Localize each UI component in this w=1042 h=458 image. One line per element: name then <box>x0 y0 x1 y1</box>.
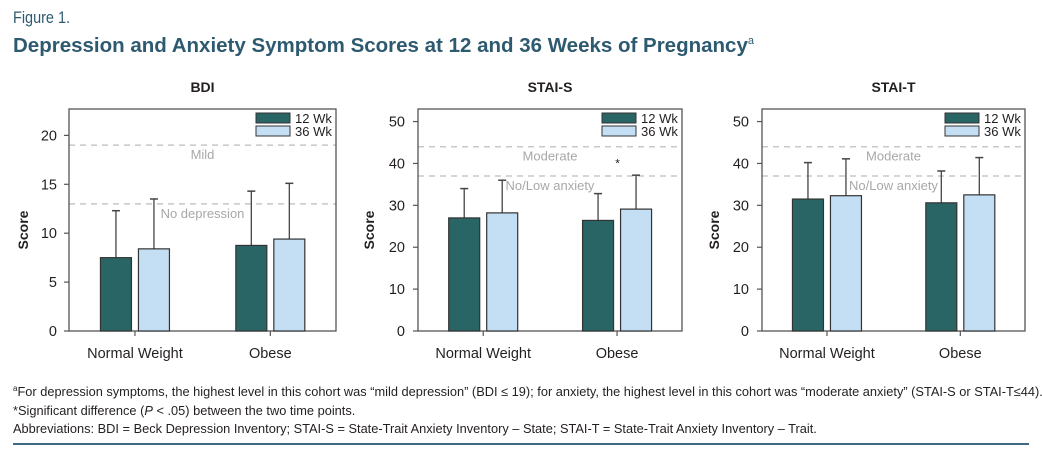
plot-frame <box>761 108 1026 332</box>
footnote-significance-prefix: *Significant difference ( <box>13 402 145 418</box>
footnote-significance: *Significant difference (P < .05) betwee… <box>13 402 1033 421</box>
figure-title: Depression and Anxiety Symptom Scores at… <box>13 34 754 58</box>
legend-swatch <box>601 112 637 124</box>
y-axis-title: Score <box>706 210 722 249</box>
legend-label: 36 Wk <box>641 124 678 139</box>
y-axis-title: Score <box>361 210 377 249</box>
y-tick-label: 5 <box>49 275 57 291</box>
bar-12wk-obese <box>925 202 958 332</box>
figure-title-text: Depression and Anxiety Symptom Scores at… <box>13 34 748 57</box>
bar-12wk-normal-weight <box>448 217 481 332</box>
plot-frame <box>417 108 683 332</box>
y-tick-label: 30 <box>389 198 405 214</box>
legend-label: 36 Wk <box>295 124 332 139</box>
figure-title-footnote-marker: a <box>747 35 754 47</box>
reference-line-label: Mild <box>191 147 215 162</box>
y-tick-label: 15 <box>41 177 57 193</box>
reference-line-label: No depression <box>161 206 245 221</box>
y-tick-label: 0 <box>741 324 749 340</box>
y-tick-label: 40 <box>733 156 749 172</box>
footnote-a-marker: a <box>13 384 18 393</box>
chart-bdi: BDI Mild No depression 0 5 10 15 20 Score Normal … <box>15 79 337 362</box>
bar-36wk-normal-weight <box>486 212 519 332</box>
y-tick-label: 30 <box>733 198 749 214</box>
y-tick-label: 50 <box>389 115 405 131</box>
y-tick-label: 40 <box>389 156 405 172</box>
y-tick-label: 10 <box>389 282 405 298</box>
x-category-label: Obese <box>939 346 982 362</box>
legend-swatch <box>944 112 980 124</box>
x-category-label: Normal Weight <box>87 346 183 362</box>
bar-36wk-obese <box>963 194 996 332</box>
bar-36wk-obese <box>619 208 653 332</box>
chart-stai-s: STAI-S Moderate No/Low anxiety 0 10 20 30 40 50 S… <box>361 79 683 362</box>
figure-label: Figure 1. <box>13 8 71 27</box>
footnote-significance-suffix: < .05) between the two time points. <box>152 402 356 418</box>
y-tick-label: 20 <box>733 240 749 256</box>
reference-line-label: No/Low anxiety <box>506 178 595 193</box>
footnote-significance-p: P <box>144 402 153 418</box>
legend-label: 12 Wk <box>295 111 332 126</box>
bar-36wk-normal-weight <box>829 195 863 332</box>
bottom-rule <box>13 443 1029 445</box>
x-category-label: Obese <box>596 346 639 362</box>
x-category-label: Normal Weight <box>435 346 531 362</box>
footnote-a: aFor depression symptoms, the highest le… <box>13 380 1042 402</box>
bar-12wk-normal-weight <box>99 257 133 332</box>
footnotes: aFor depression symptoms, the highest le… <box>13 380 1042 439</box>
plot-frame <box>68 108 337 332</box>
bar-12wk-obese <box>581 219 615 332</box>
y-tick-label: 10 <box>41 226 57 242</box>
reference-line-label: Moderate <box>523 149 578 164</box>
x-category-label: Obese <box>249 346 292 362</box>
footnote-abbreviations: Abbreviations: BDI = Beck Depression Inv… <box>13 421 817 436</box>
y-tick-label: 10 <box>733 282 749 298</box>
legend-label: 12 Wk <box>984 111 1021 126</box>
chart-stai-t: STAI-T Moderate No/Low anxiety 0 10 20 30 40 50 S… <box>706 79 1026 362</box>
legend-swatch <box>255 125 291 137</box>
charts-canvas: BDI Mild No depression 0 5 10 15 20 Score Normal … <box>15 79 1026 362</box>
panel-title: STAI-T <box>871 79 916 95</box>
panel-title: STAI-S <box>528 79 573 95</box>
y-tick-label: 0 <box>49 324 57 340</box>
bar-12wk-normal-weight <box>791 198 825 332</box>
y-tick-label: 20 <box>41 128 57 144</box>
y-tick-label: 50 <box>733 115 749 131</box>
bar-12wk-obese <box>235 244 268 332</box>
y-axis-title: Score <box>15 210 31 249</box>
y-tick-label: 20 <box>389 240 405 256</box>
x-category-label: Normal Weight <box>779 346 875 362</box>
legend-swatch <box>255 112 291 124</box>
bar-36wk-obese <box>273 238 306 332</box>
significance-marker: * <box>615 156 620 170</box>
legend-label: 12 Wk <box>641 111 678 126</box>
reference-line-label: Moderate <box>866 149 921 164</box>
footnote-a-text: For depression symptoms, the highest lev… <box>17 384 1042 399</box>
bar-36wk-normal-weight <box>137 248 171 332</box>
reference-line-label: No/Low anxiety <box>849 178 938 193</box>
y-tick-label: 0 <box>397 324 405 340</box>
panel-title: BDI <box>190 79 214 95</box>
legend-swatch <box>601 125 637 137</box>
legend-label: 36 Wk <box>984 124 1021 139</box>
legend-swatch <box>944 125 980 137</box>
